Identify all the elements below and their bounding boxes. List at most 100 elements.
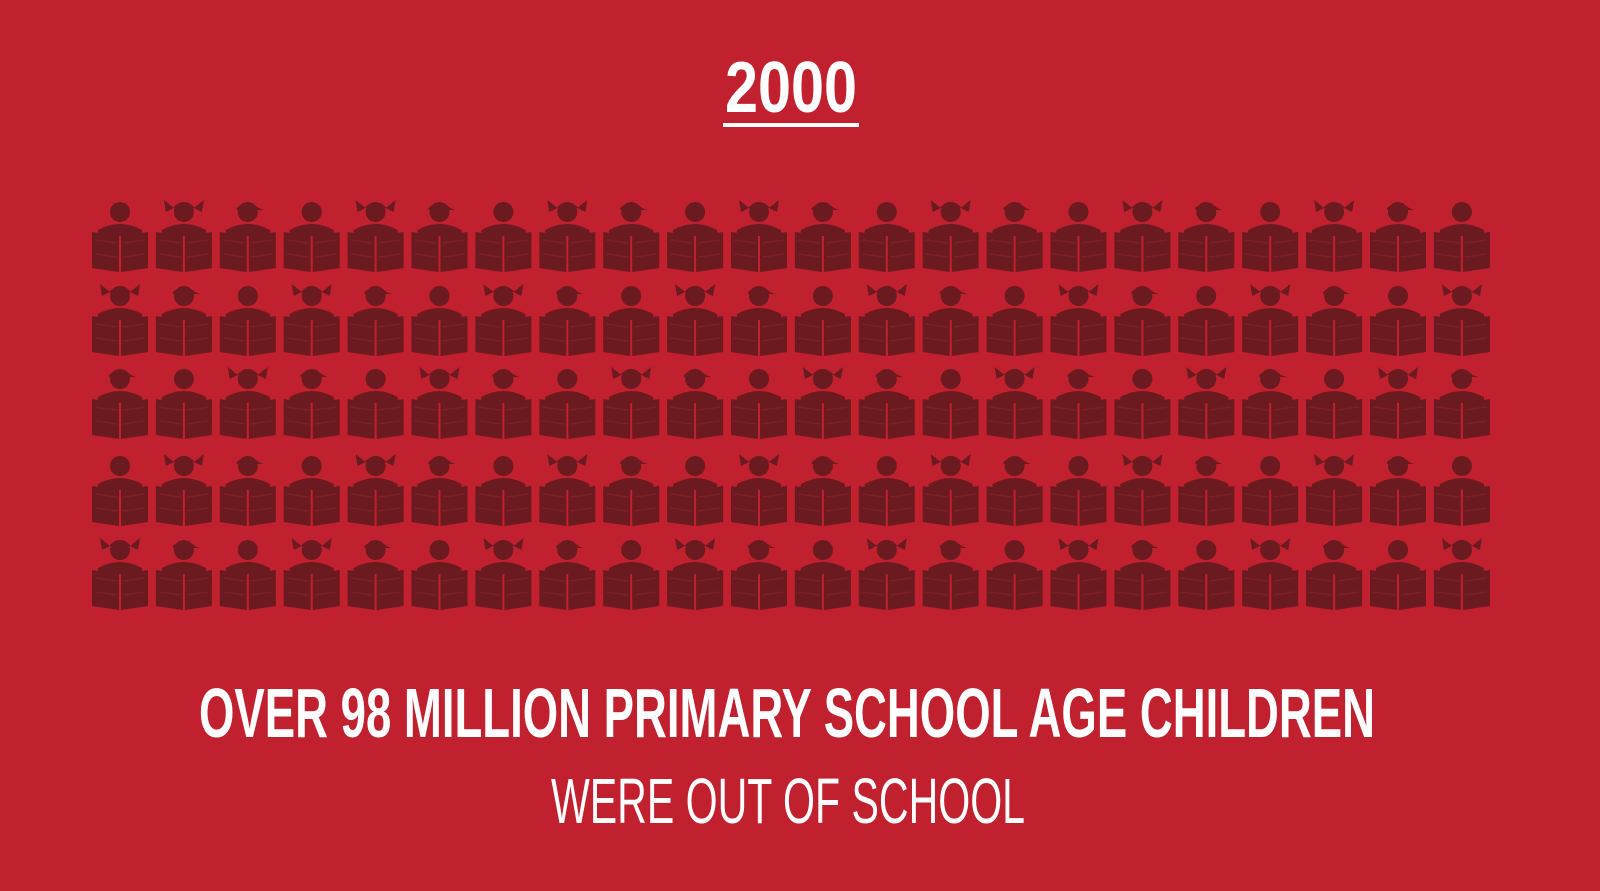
child-icon bbox=[1178, 367, 1234, 439]
child-icon bbox=[923, 540, 979, 610]
child-icon bbox=[859, 456, 915, 526]
child-icon bbox=[859, 284, 915, 356]
child-icon bbox=[412, 540, 468, 610]
child-icon bbox=[92, 369, 148, 439]
child-icon bbox=[923, 286, 979, 356]
child-icon bbox=[1178, 202, 1234, 272]
child-icon bbox=[1051, 202, 1107, 272]
child-icon bbox=[1434, 284, 1490, 356]
child-icon bbox=[987, 456, 1043, 526]
child-icon bbox=[603, 286, 659, 356]
child-icon bbox=[284, 538, 340, 610]
child-icon bbox=[731, 369, 787, 439]
child-icon bbox=[795, 367, 851, 439]
headline: OVER 98 MILLION PRIMARY SCHOOL AGE CHILD… bbox=[199, 674, 1375, 752]
child-icon bbox=[859, 538, 915, 610]
child-icon bbox=[348, 454, 404, 526]
child-icon bbox=[1370, 286, 1426, 356]
child-icon bbox=[1114, 369, 1170, 439]
child-icon bbox=[731, 200, 787, 272]
child-icon bbox=[1178, 456, 1234, 526]
child-icon bbox=[795, 286, 851, 356]
child-icon bbox=[1242, 538, 1298, 610]
child-icon bbox=[1051, 538, 1107, 610]
child-icon bbox=[923, 369, 979, 439]
child-icon bbox=[1242, 284, 1298, 356]
child-icon bbox=[1114, 454, 1170, 526]
child-icon bbox=[1114, 200, 1170, 272]
child-icon bbox=[667, 538, 723, 610]
child-icon bbox=[475, 369, 531, 439]
child-icon bbox=[1051, 369, 1107, 439]
child-icon bbox=[475, 538, 531, 610]
child-icon bbox=[1370, 367, 1426, 439]
child-icon bbox=[412, 286, 468, 356]
child-icon bbox=[731, 286, 787, 356]
child-icon bbox=[987, 540, 1043, 610]
child-icon bbox=[1306, 540, 1362, 610]
child-icon bbox=[667, 202, 723, 272]
child-icon bbox=[603, 456, 659, 526]
child-icon bbox=[795, 540, 851, 610]
child-icon bbox=[539, 369, 595, 439]
child-icon bbox=[1434, 369, 1490, 439]
child-icon bbox=[1051, 284, 1107, 356]
child-icon bbox=[1306, 454, 1362, 526]
child-icon bbox=[412, 202, 468, 272]
child-icon bbox=[1178, 286, 1234, 356]
child-icon bbox=[667, 284, 723, 356]
child-icon bbox=[1434, 456, 1490, 526]
title: 2000 bbox=[725, 48, 857, 128]
child-icon bbox=[156, 200, 212, 272]
child-icon bbox=[1178, 540, 1234, 610]
child-icon bbox=[348, 369, 404, 439]
child-icon bbox=[1306, 369, 1362, 439]
child-icon bbox=[1114, 540, 1170, 610]
child-icon bbox=[220, 456, 276, 526]
child-icon bbox=[1242, 202, 1298, 272]
child-icon bbox=[539, 286, 595, 356]
child-icon bbox=[348, 540, 404, 610]
child-icon bbox=[923, 454, 979, 526]
child-icon bbox=[731, 454, 787, 526]
child-icon bbox=[220, 202, 276, 272]
child-icon bbox=[348, 200, 404, 272]
child-icon bbox=[284, 456, 340, 526]
child-icon bbox=[475, 284, 531, 356]
child-icon bbox=[731, 540, 787, 610]
child-icon bbox=[1370, 202, 1426, 272]
child-icon bbox=[923, 200, 979, 272]
child-icon bbox=[156, 369, 212, 439]
child-icon bbox=[220, 367, 276, 439]
child-icon bbox=[667, 369, 723, 439]
subline: WERE OUT OF SCHOOL bbox=[551, 765, 1025, 837]
child-icon bbox=[284, 284, 340, 356]
child-icon bbox=[92, 284, 148, 356]
child-icon bbox=[539, 540, 595, 610]
child-icon bbox=[795, 456, 851, 526]
child-icon bbox=[412, 456, 468, 526]
child-icon bbox=[92, 202, 148, 272]
child-icon bbox=[1242, 456, 1298, 526]
child-icon bbox=[92, 456, 148, 526]
child-icon bbox=[603, 367, 659, 439]
child-icon bbox=[603, 202, 659, 272]
child-icon bbox=[1370, 540, 1426, 610]
child-icon bbox=[859, 369, 915, 439]
child-icon bbox=[1051, 456, 1107, 526]
child-icon bbox=[1370, 456, 1426, 526]
child-icon bbox=[1114, 286, 1170, 356]
child-icon bbox=[475, 456, 531, 526]
child-icon bbox=[412, 367, 468, 439]
child-icon bbox=[987, 367, 1043, 439]
child-icon bbox=[987, 286, 1043, 356]
child-icon bbox=[284, 202, 340, 272]
child-icon bbox=[220, 540, 276, 610]
child-icon bbox=[284, 369, 340, 439]
child-icon bbox=[603, 540, 659, 610]
child-icon bbox=[1434, 538, 1490, 610]
child-icon bbox=[795, 202, 851, 272]
child-icon bbox=[539, 200, 595, 272]
child-icon bbox=[348, 286, 404, 356]
